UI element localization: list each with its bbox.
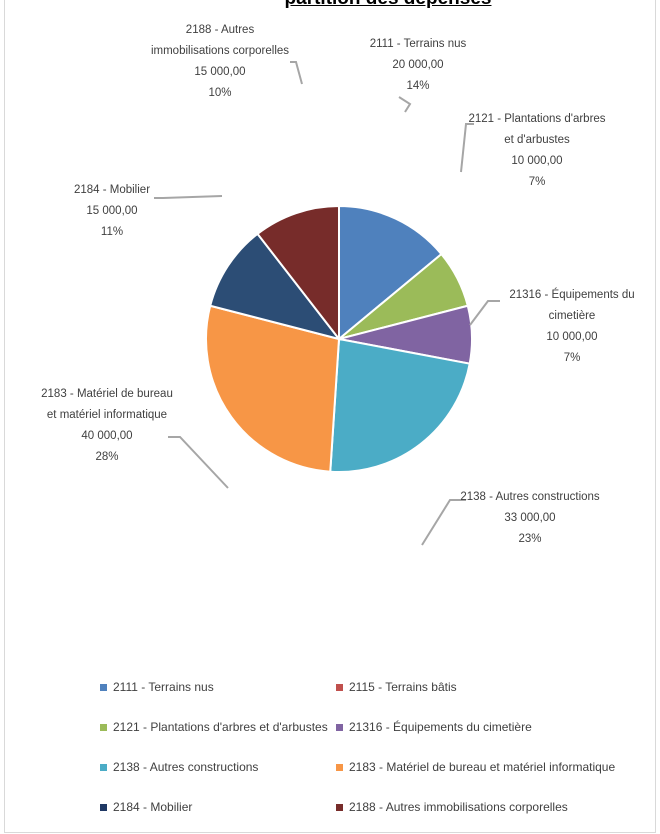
data-label-2183-line-4: 28% [95, 451, 118, 463]
data-label-2138-line-1: 2138 - Autres constructions [460, 491, 600, 503]
pie-slice-2184 [209, 232, 342, 341]
page-title: partition des dépenses [248, 0, 528, 10]
leader-line-2188 [290, 61, 303, 85]
data-label-21316-line-3: 10 000,00 [546, 331, 597, 343]
leader-line-2121 [460, 123, 474, 173]
legend-swatch [336, 683, 343, 691]
chart-frame [4, 0, 656, 833]
leader-lines [154, 61, 500, 546]
data-label-2138-line-3: 23% [518, 533, 541, 545]
data-label-2183-line-2: et matériel informatique [47, 409, 167, 421]
legend-label: 2184 - Mobilier [113, 800, 193, 814]
legend-label: 2138 - Autres constructions [113, 760, 259, 774]
data-label-2121-line-3: 10 000,00 [511, 155, 562, 167]
data-label-2184-line-2: 15 000,00 [86, 205, 137, 217]
data-label-2188-line-4: 10% [208, 87, 231, 99]
data-label-2121-line-1: 2121 - Plantations d'arbres [468, 113, 605, 125]
legend-swatch [100, 723, 107, 731]
legend-swatch [100, 683, 107, 691]
data-label-2183-line-3: 40 000,00 [81, 430, 132, 442]
data-label-2111-line-3: 14% [406, 80, 429, 92]
legend-label: 2121 - Plantations d'arbres et d'arbuste… [113, 720, 328, 734]
pie-slice-2188 [256, 204, 340, 342]
data-label-2188-line-1: 2188 - Autres [186, 24, 255, 36]
data-label-2138-line-2: 33 000,00 [504, 512, 555, 524]
data-label-2121-line-2: et d'arbustes [504, 134, 570, 146]
legend-item: 2121 - Plantations d'arbres et d'arbuste… [100, 720, 328, 734]
pie-slices [205, 204, 474, 473]
data-label-21316-line-4: 7% [564, 352, 581, 364]
legend-item: 2115 - Terrains bâtis [336, 680, 457, 694]
legend-item: 2138 - Autres constructions [100, 760, 258, 774]
pie-slice-2111 [338, 204, 443, 342]
leader-line-2183 [168, 436, 229, 489]
leader-line-2184 [154, 195, 223, 199]
legend-item: 2188 - Autres immobilisations corporelle… [336, 800, 568, 814]
data-label-2111-line-2: 20 000,00 [392, 59, 443, 71]
legend-label: 2111 - Terrains nus [113, 680, 214, 694]
data-labels: 2111 - Terrains nus 20 000,00 14% 2121 - Pl… [41, 24, 635, 545]
leader-line-2111 [398, 96, 412, 113]
data-label-2183-line-1: 2183 - Matériel de bureau [41, 388, 173, 400]
leader-line-21316 [469, 300, 500, 326]
legend-item: 2183 - Matériel de bureau et matériel in… [336, 760, 615, 774]
legend-item: 2184 - Mobilier [100, 800, 192, 814]
pie-slice-2138 [329, 337, 471, 473]
data-label-2184-line-3: 11% [101, 226, 123, 238]
legend-swatch [336, 723, 343, 731]
data-label-21316-line-1: 21316 - Équipements du [509, 288, 634, 301]
legend-swatch [100, 763, 107, 771]
data-label-2111-line-1: 2111 - Terrains nus [370, 38, 467, 50]
data-label-21316-line-2: cimetière [549, 310, 596, 322]
legend-label: 2183 - Matériel de bureau et matériel in… [349, 760, 616, 774]
leader-line-2138 [421, 499, 466, 546]
pie-slice-2183 [205, 304, 341, 473]
legend-swatch [100, 803, 107, 811]
legend-item: 21316 - Équipements du cimetière [336, 720, 532, 734]
legend-swatch [336, 763, 343, 771]
legend-label: 2188 - Autres immobilisations corporelle… [349, 800, 568, 814]
legend-item: 2111 - Terrains nus [100, 680, 214, 694]
data-label-2184-line-1: 2184 - Mobilier [74, 184, 150, 196]
legend-label: 2115 - Terrains bâtis [349, 680, 457, 694]
data-label-2121-line-4: 7% [529, 176, 546, 188]
legend-swatch [336, 803, 343, 811]
legend-label: 21316 - Équipements du cimetière [349, 720, 532, 734]
data-label-2188-line-2: immobilisations corporelles [151, 45, 289, 57]
data-label-2188-line-3: 15 000,00 [194, 66, 245, 78]
